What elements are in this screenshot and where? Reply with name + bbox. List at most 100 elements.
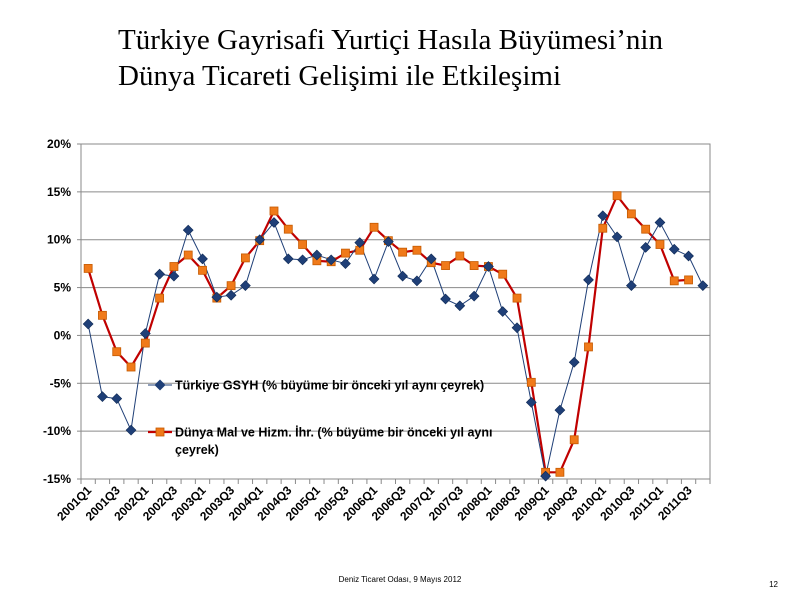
data-point-world-exports — [641, 224, 651, 234]
data-point-turkey-gdp — [211, 291, 223, 303]
footer-source: Deniz Ticaret Odası, 9 Mayıs 2012 — [338, 575, 462, 584]
data-point-world-exports — [612, 191, 622, 201]
data-point-turkey-gdp — [511, 322, 523, 334]
data-point-turkey-gdp — [97, 391, 108, 403]
data-point-world-exports — [398, 247, 408, 257]
data-point-turkey-gdp — [82, 318, 94, 330]
data-point-world-exports — [155, 293, 165, 303]
data-point-turkey-gdp — [683, 250, 694, 262]
data-point-world-exports — [169, 262, 179, 271]
data-point-world-exports — [655, 240, 665, 249]
legend-trade-marker — [155, 427, 165, 437]
legend-gdp-marker — [154, 379, 166, 391]
data-point-turkey-gdp — [525, 397, 537, 408]
data-point-world-exports — [512, 293, 522, 303]
slide-title-line-2: Dünya Ticareti Gelişimi ile Etkileşimi — [118, 60, 562, 92]
legend-trade-label-line-1: Dünya Mal ve Hizm. İhr. (% büyüme bir ön… — [175, 425, 492, 440]
chart-gridlines — [80, 143, 711, 480]
legend-trade-label-line-2: çeyrek) — [175, 443, 219, 457]
data-point-world-exports — [240, 253, 250, 263]
data-point-world-exports — [412, 245, 422, 255]
x-axis: 2001Q12001Q32002Q12002Q32003Q12003Q32004… — [54, 479, 711, 523]
data-point-world-exports — [498, 269, 508, 279]
data-point-turkey-gdp — [568, 356, 580, 368]
data-point-world-exports — [441, 261, 450, 270]
data-point-world-exports — [569, 435, 579, 445]
data-point-turkey-gdp — [240, 280, 251, 292]
data-point-world-exports — [126, 362, 136, 372]
data-point-turkey-gdp — [368, 273, 380, 285]
data-point-turkey-gdp — [397, 270, 409, 282]
y-tick-label: -10% — [43, 424, 71, 438]
data-point-world-exports — [83, 264, 93, 273]
data-point-world-exports — [112, 347, 122, 357]
data-point-turkey-gdp — [168, 270, 180, 282]
data-point-turkey-gdp — [311, 249, 323, 261]
data-point-world-exports — [283, 224, 293, 234]
y-tick-label: 15% — [47, 185, 71, 199]
data-point-turkey-gdp — [583, 274, 594, 286]
data-point-world-exports — [598, 223, 608, 233]
data-point-turkey-gdp — [626, 280, 637, 292]
data-point-world-exports — [469, 261, 479, 270]
slide-title-line-1: Türkiye Gayrisafi Yurtiçi Hasıla Büyümes… — [118, 24, 663, 56]
data-point-world-exports — [584, 342, 593, 352]
data-point-turkey-gdp — [254, 234, 266, 246]
data-point-world-exports — [140, 338, 150, 348]
data-point-turkey-gdp — [611, 231, 623, 243]
data-point-world-exports — [669, 276, 679, 286]
y-tick-label: 20% — [47, 137, 71, 151]
data-point-turkey-gdp — [282, 253, 294, 265]
y-tick-label: -5% — [50, 376, 72, 390]
page-number: 12 — [769, 580, 778, 589]
data-point-turkey-gdp — [411, 275, 423, 287]
data-point-turkey-gdp — [325, 254, 337, 266]
data-point-world-exports — [526, 377, 536, 387]
data-point-world-exports — [198, 265, 207, 275]
data-point-world-exports — [684, 275, 693, 285]
data-point-world-exports — [183, 250, 193, 260]
data-point-world-exports — [555, 467, 565, 477]
slide-title: Türkiye Gayrisafi Yurtiçi Hasıla Büyümes… — [118, 22, 778, 94]
data-point-turkey-gdp — [697, 280, 709, 292]
data-point-turkey-gdp — [154, 268, 165, 280]
data-point-turkey-gdp — [668, 243, 680, 255]
data-point-turkey-gdp — [640, 241, 652, 253]
data-point-world-exports — [369, 222, 379, 232]
data-point-turkey-gdp — [197, 253, 208, 265]
data-point-turkey-gdp — [340, 258, 351, 270]
legend-gdp-label: Türkiye GSYH (% büyüme bir önceki yıl ay… — [175, 379, 484, 393]
data-point-turkey-gdp — [483, 261, 494, 272]
data-point-turkey-gdp — [597, 210, 609, 222]
y-tick-label: 0% — [54, 328, 72, 342]
data-point-turkey-gdp — [225, 289, 237, 301]
data-point-turkey-gdp — [354, 237, 366, 248]
y-tick-label: -15% — [43, 472, 71, 486]
data-point-turkey-gdp — [111, 393, 123, 404]
data-point-turkey-gdp — [540, 470, 551, 482]
data-point-world-exports — [626, 209, 636, 219]
data-point-turkey-gdp — [297, 254, 308, 266]
data-point-turkey-gdp — [654, 217, 666, 228]
y-tick-label: 5% — [54, 281, 72, 295]
data-point-turkey-gdp — [425, 253, 437, 265]
data-point-turkey-gdp — [554, 404, 566, 416]
series-markers — [82, 191, 709, 482]
data-point-turkey-gdp — [382, 236, 394, 248]
y-tick-label: 10% — [47, 233, 71, 247]
data-point-world-exports — [455, 251, 465, 261]
chart-legend: Türkiye GSYH (% büyüme bir önceki yıl ay… — [148, 379, 492, 457]
data-point-turkey-gdp — [497, 306, 509, 317]
data-point-world-exports — [269, 206, 279, 216]
data-point-world-exports — [226, 281, 236, 291]
data-point-turkey-gdp — [182, 224, 194, 236]
data-point-world-exports — [98, 310, 107, 320]
y-axis: -15% -10% -5% 0% 5% 10% 15% 20% — [43, 137, 81, 486]
data-point-turkey-gdp — [139, 328, 151, 339]
data-point-turkey-gdp — [440, 293, 451, 305]
data-point-turkey-gdp — [125, 424, 137, 436]
data-point-turkey-gdp — [454, 300, 466, 312]
data-point-turkey-gdp — [468, 290, 480, 302]
data-point-turkey-gdp — [268, 217, 280, 228]
line-chart: -15% -10% -5% 0% 5% 10% 15% 20% 2001Q12001Q3200… — [43, 137, 711, 523]
